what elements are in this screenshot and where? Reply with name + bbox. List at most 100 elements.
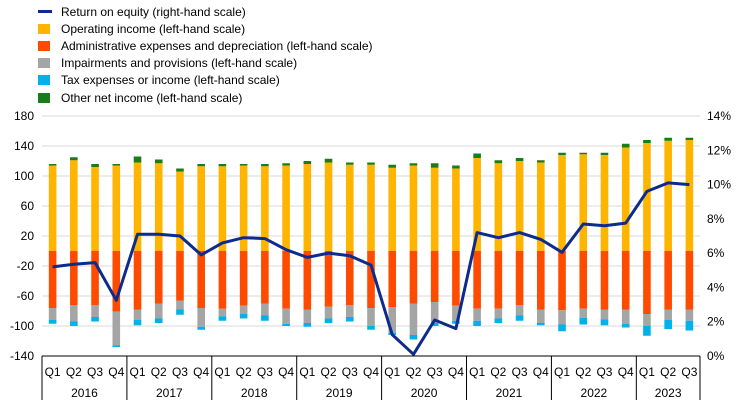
legend-swatch	[38, 10, 52, 14]
x-quarter-label: Q2	[405, 365, 421, 379]
bar-impairments	[48, 308, 57, 320]
bar-impairments	[600, 309, 609, 320]
bar-other-net-income	[515, 158, 524, 161]
bar-tax	[643, 326, 651, 336]
bar-other-net-income	[303, 161, 312, 164]
bar-operating-income	[367, 164, 375, 251]
bar-tax	[685, 320, 694, 331]
bar-tax	[621, 323, 630, 328]
y-left-tick-label: -140	[10, 349, 34, 363]
bar-administrative-expenses	[133, 251, 142, 310]
bar-administrative-expenses	[367, 251, 375, 308]
bar-administrative-expenses	[218, 251, 227, 309]
bar-other-net-income	[367, 162, 375, 165]
bar-administrative-expenses	[197, 251, 205, 308]
bar-impairments	[430, 302, 439, 323]
x-quarter-label: Q3	[342, 365, 358, 379]
x-quarter-label: Q4	[193, 365, 209, 379]
bar-impairments	[685, 309, 694, 321]
bar-administrative-expenses	[261, 251, 269, 304]
x-quarter-label: Q2	[321, 365, 337, 379]
x-quarter-label: Q2	[236, 365, 252, 379]
bar-administrative-expenses	[154, 251, 163, 304]
bar-other-net-income	[494, 160, 503, 164]
bar-other-net-income	[70, 157, 78, 161]
bar-other-net-income	[643, 140, 651, 143]
legend-label: Administrative expenses and depreciation…	[61, 38, 373, 53]
x-quarter-label: Q4	[278, 365, 294, 379]
bar-tax	[367, 326, 375, 330]
bar-operating-income	[685, 140, 694, 251]
bar-other-net-income	[430, 163, 439, 168]
y-right-tick-label: 0%	[707, 349, 725, 363]
bar-operating-income	[176, 171, 184, 251]
bar-administrative-expenses	[621, 251, 630, 310]
x-quarter-label: Q3	[87, 365, 103, 379]
bar-other-net-income	[409, 163, 418, 166]
bar-other-net-income	[621, 143, 630, 148]
bar-impairments	[282, 308, 290, 324]
x-quarter-label: Q1	[469, 365, 485, 379]
bar-administrative-expenses	[664, 251, 672, 310]
return-on-equity-line-path	[52, 181, 690, 356]
bar-tax	[112, 345, 121, 347]
bar-operating-income	[154, 163, 163, 251]
bar-tax	[282, 323, 290, 326]
bar-impairments	[558, 310, 566, 325]
legend-item-tax: Tax expenses or income (left-hand scale)	[38, 72, 373, 89]
bar-series	[48, 137, 694, 347]
bar-administrative-expenses	[579, 251, 588, 309]
bar-other-net-income	[600, 152, 609, 155]
bar-tax	[409, 335, 418, 340]
bar-operating-income	[494, 163, 503, 251]
legend-label: Impairments and provisions (left-hand sc…	[61, 56, 298, 71]
bar-administrative-expenses	[473, 251, 481, 309]
bar-impairments	[154, 303, 163, 319]
bar-impairments	[303, 309, 312, 323]
bar-other-net-income	[473, 153, 481, 158]
bar-administrative-expenses	[643, 251, 651, 314]
x-quarter-label: Q4	[108, 365, 124, 379]
x-quarter-label: Q4	[363, 365, 379, 379]
bar-operating-income	[621, 147, 630, 251]
bar-impairments	[537, 309, 545, 323]
bar-impairments	[494, 308, 503, 319]
legend-item-return-on-equity: Return on equity (right-hand scale)	[38, 3, 373, 20]
x-quarter-label: Q3	[172, 365, 188, 379]
bar-impairments	[261, 303, 269, 316]
x-year-label: 2020	[411, 386, 438, 400]
x-quarter-label: Q3	[596, 365, 612, 379]
bar-impairments	[452, 305, 460, 321]
bar-operating-income	[409, 165, 418, 251]
legend-item-other-net-income: Other net income (left-hand scale)	[38, 89, 373, 106]
x-year-label: 2019	[326, 386, 353, 400]
bar-administrative-expenses	[685, 251, 694, 310]
x-year-label: 2018	[241, 386, 268, 400]
legend: Return on equity (right-hand scale) Opera…	[38, 3, 373, 106]
bar-impairments	[112, 311, 121, 346]
bar-tax	[430, 323, 439, 326]
bar-tax	[48, 320, 57, 324]
bar-other-net-income	[218, 164, 227, 167]
bar-administrative-expenses	[282, 251, 290, 309]
bar-tax	[579, 317, 588, 325]
y-left-tick-label: -20	[17, 259, 35, 273]
return-on-equity-line	[52, 181, 690, 356]
bar-tax	[600, 319, 609, 326]
bar-impairments	[91, 305, 99, 317]
bar-other-net-income	[324, 158, 333, 163]
bar-operating-income	[282, 165, 290, 251]
bar-administrative-expenses	[239, 251, 248, 306]
bar-impairments	[579, 308, 588, 318]
bar-impairments	[515, 305, 524, 316]
x-quarter-label: Q1	[554, 365, 570, 379]
x-quarter-label: Q3	[257, 365, 273, 379]
bar-tax	[473, 320, 481, 326]
bar-operating-income	[388, 167, 397, 251]
bar-operating-income	[324, 162, 333, 251]
y-left-tick-label: 180	[14, 109, 34, 123]
y-left-tick-label: 60	[21, 199, 35, 213]
bar-other-net-income	[197, 164, 205, 167]
x-year-label: 2023	[655, 386, 682, 400]
bar-other-net-income	[176, 168, 184, 172]
